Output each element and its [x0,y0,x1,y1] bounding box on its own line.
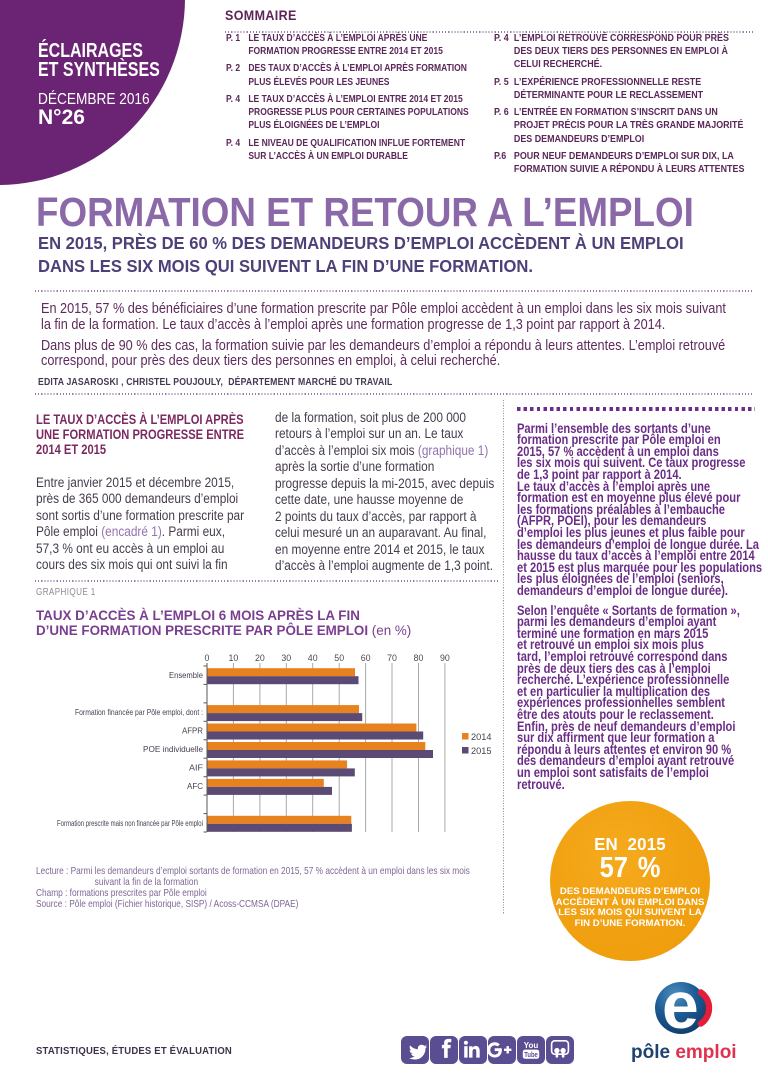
svg-text:40: 40 [308,653,318,663]
svg-text:AIF: AIF [189,764,203,773]
svg-text:Tube: Tube [524,1052,538,1059]
svg-text:10: 10 [229,653,239,663]
svg-text:50: 50 [334,653,344,663]
svg-text:90: 90 [440,653,450,663]
svg-text:30: 30 [281,653,291,663]
svg-text:20: 20 [255,653,265,663]
svg-text:0: 0 [205,653,210,663]
svg-text:You: You [524,1041,539,1050]
svg-text:Ensemble: Ensemble [169,671,203,680]
svg-text:Formation prescrite mais non f: Formation prescrite mais non financée pa… [57,819,203,828]
svg-text:2014: 2014 [471,732,492,742]
svg-text:Formation financée par Pôle em: Formation financée par Pôle emploi, dont… [75,708,203,717]
svg-text:AFPR: AFPR [182,727,203,736]
svg-text:POE individuelle: POE individuelle [143,745,203,754]
svg-text:AFC: AFC [187,782,203,791]
svg-text:2015: 2015 [471,746,492,756]
svg-text:80: 80 [414,653,424,663]
svg-text:pôle emploi: pôle emploi [631,1042,737,1063]
svg-text:70: 70 [387,653,397,663]
svg-text:60: 60 [361,653,371,663]
svg-text:e: e [662,975,699,1042]
